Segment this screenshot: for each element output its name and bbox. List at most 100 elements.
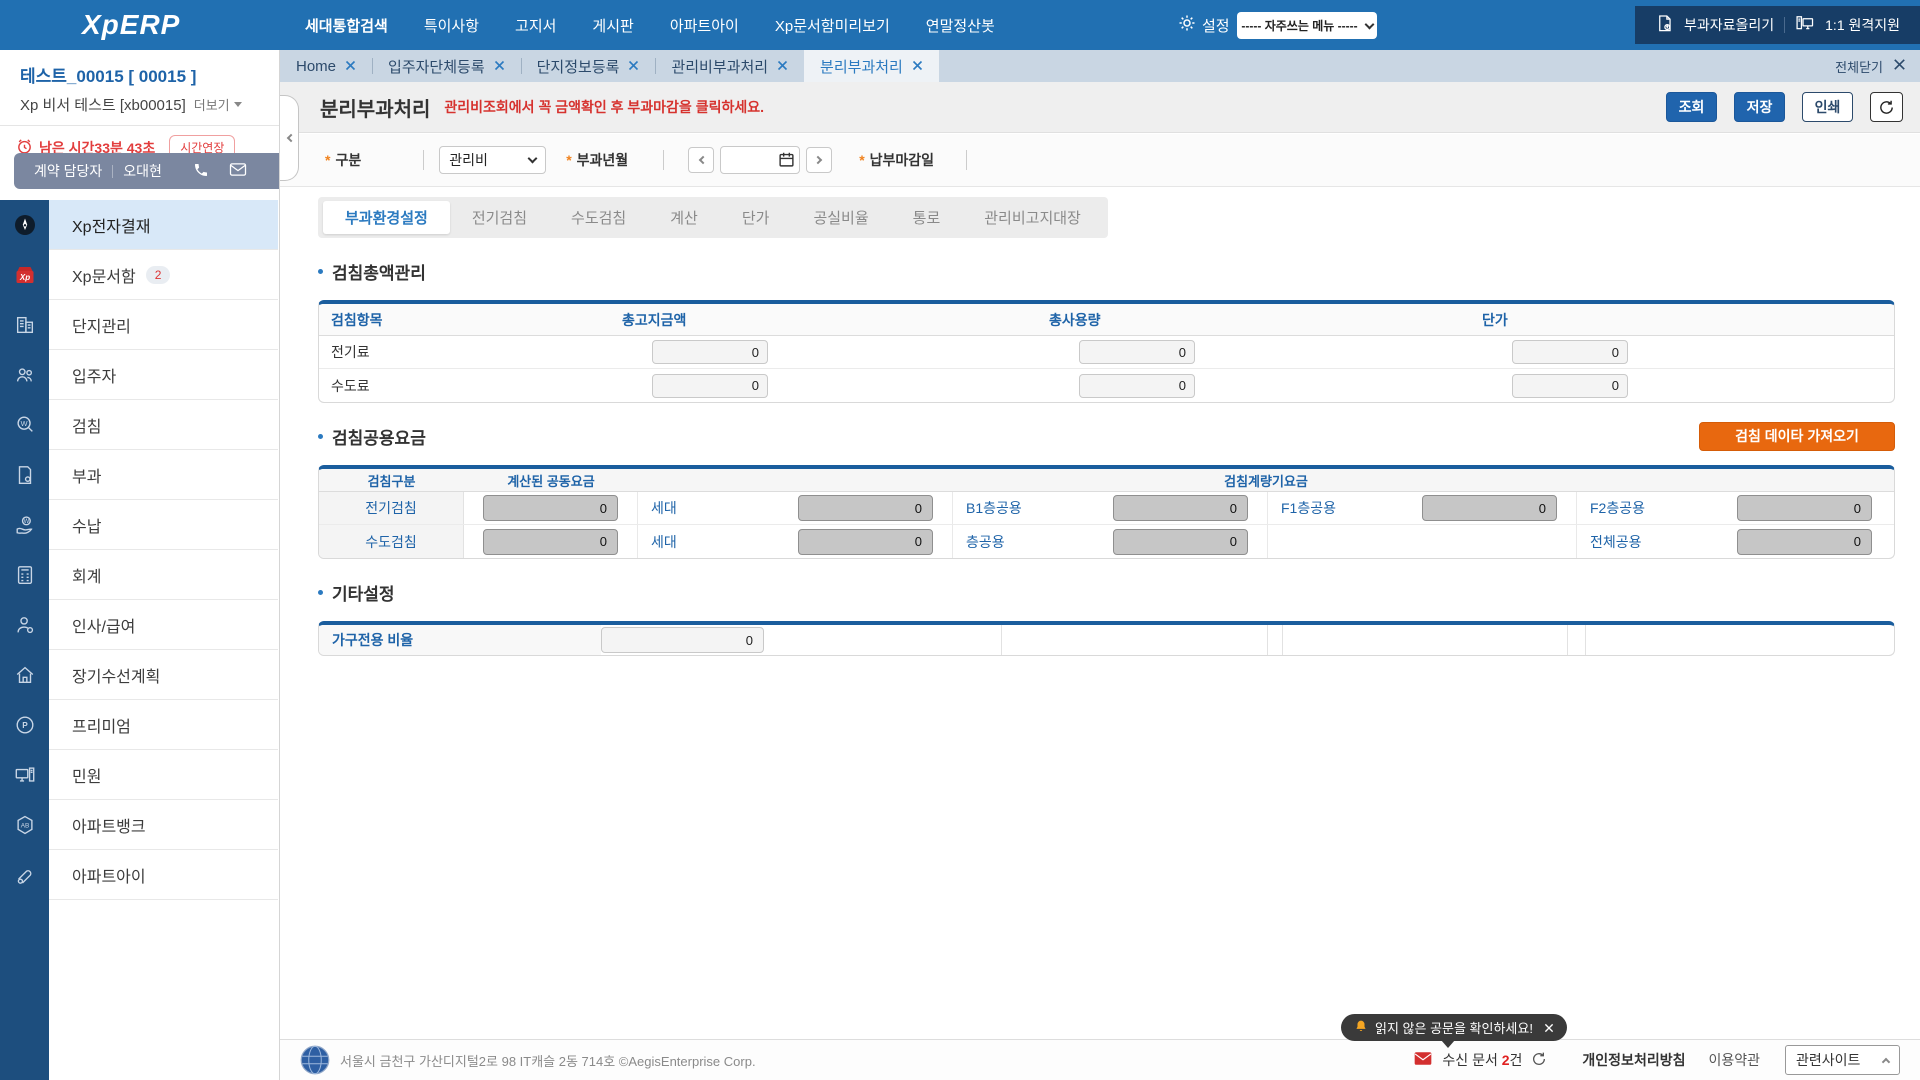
upload-docs-button[interactable]: 부과자료올리기 — [1683, 17, 1775, 33]
water-floor-common-input[interactable] — [1113, 528, 1248, 555]
top-menu-bill-notice[interactable]: 고지서 — [515, 17, 557, 35]
electric-household-input[interactable] — [798, 495, 933, 521]
company-address: 서울시 금천구 가산디지털2로 98 IT캐슬 2동 714호 ©AegisEn… — [340, 1053, 756, 1069]
inbox-label[interactable]: 수신 문서 2건 — [1442, 1052, 1523, 1068]
section-title: 검침총액관리 — [318, 259, 426, 284]
settings-link[interactable]: 설정 — [1178, 0, 1230, 50]
inbox-refresh-icon[interactable] — [1531, 1051, 1547, 1070]
close-icon[interactable] — [345, 58, 356, 75]
water-all-common-input[interactable] — [1737, 528, 1872, 555]
subtab-electric-reading[interactable]: 전기검침 — [471, 210, 528, 227]
tab-complex-info[interactable]: 단지정보등록 — [520, 50, 656, 82]
sidebar-item-label: 프리미엄 — [72, 718, 131, 736]
tab-resident-group[interactable]: 입주자단체등록 — [372, 50, 521, 82]
remote-support-button[interactable]: 1:1 원격지원 — [1825, 17, 1901, 33]
close-icon[interactable] — [494, 58, 505, 75]
prev-month-button[interactable] — [688, 147, 715, 173]
sidebar-item-label: 검침 — [72, 418, 102, 436]
sidebar-item-residents[interactable]: 입주자 — [0, 350, 278, 400]
subtab-passage[interactable]: 통로 — [912, 210, 941, 227]
water-unit-price-input[interactable] — [1512, 373, 1628, 398]
tab-mgmt-fee-billing[interactable]: 관리비부과처리 — [655, 50, 804, 82]
billing-month-input[interactable] — [720, 146, 801, 174]
electric-total-amount-input[interactable] — [652, 340, 768, 364]
fetch-meter-data-button[interactable]: 검침 데이타 가져오기 — [1699, 421, 1895, 451]
chevron-down-icon — [527, 153, 538, 164]
sidebar: 테스트_00015 [ 00015 ] Xp 비서 테스트 [xb00015] … — [0, 50, 280, 1080]
water-common-fee-input[interactable] — [483, 528, 618, 555]
top-menu-yearend-bot[interactable]: 연말정산봇 — [925, 17, 995, 35]
sidebar-item-xp-docbox[interactable]: Xp Xp문서함 2 — [0, 250, 278, 300]
mail-icon[interactable] — [229, 162, 247, 180]
sidebar-item-accounting[interactable]: 회계 — [0, 550, 278, 600]
top-menu-docbox-preview[interactable]: Xp문서함미리보기 — [774, 17, 890, 35]
top-menu-apti[interactable]: 아파트아이 — [669, 17, 739, 35]
column-header: 검침구분 — [367, 473, 416, 489]
tab-separate-billing[interactable]: 분리부과처리 — [804, 50, 939, 82]
subtab-billing-env[interactable]: 부과환경설정 — [323, 201, 450, 234]
category-select[interactable]: 관리비 — [439, 146, 547, 174]
electric-b1-common-input[interactable] — [1113, 495, 1248, 521]
top-menu-special-notes[interactable]: 특이사항 — [423, 17, 480, 35]
subtab-calculation[interactable]: 계산 — [670, 210, 698, 227]
sidebar-item-collection[interactable]: W 수납 — [0, 500, 278, 550]
close-icon[interactable] — [628, 58, 639, 75]
sidebar-item-complaints[interactable]: 민원 — [0, 750, 278, 800]
privacy-policy-link[interactable]: 개인정보처리방침 — [1582, 1052, 1686, 1068]
subtab-vacancy-rate[interactable]: 공실비율 — [813, 210, 869, 227]
save-button[interactable]: 저장 — [1734, 92, 1785, 122]
subtab-water-reading[interactable]: 수도검침 — [571, 210, 627, 227]
favorites-dropdown[interactable]: ----- 자주쓰는 메뉴 ----- — [1237, 12, 1377, 39]
subtab-unit-price[interactable]: 단가 — [741, 210, 770, 227]
electric-total-usage-input[interactable] — [1079, 340, 1195, 364]
sidebar-collapse-handle[interactable] — [280, 95, 299, 181]
electric-common-fee-input[interactable] — [483, 495, 618, 521]
household-exclusive-ratio-input[interactable] — [601, 627, 764, 653]
calendar-icon[interactable] — [778, 151, 795, 171]
empty-cell — [1586, 625, 1894, 655]
electric-f1-common-input[interactable] — [1422, 495, 1557, 521]
terms-link[interactable]: 이용약관 — [1708, 1052, 1760, 1068]
close-icon[interactable] — [912, 58, 923, 75]
sidebar-item-xp-approval[interactable]: Xp전자결재 — [0, 200, 278, 250]
sidebar-item-longterm-repair[interactable]: 장기수선계획 — [0, 650, 278, 700]
topbar-quick-actions: 부과자료올리기 1:1 원격지원 — [1635, 6, 1920, 44]
close-icon[interactable] — [777, 58, 788, 75]
sidebar-item-apt-bank[interactable]: AB 아파트뱅크 — [0, 800, 278, 850]
row-label: 가구전용 비율 — [319, 625, 601, 655]
water-household-input[interactable] — [798, 528, 933, 555]
sidebar-item-billing[interactable]: 부과 — [0, 450, 278, 500]
search-button[interactable]: 조회 — [1666, 92, 1717, 122]
top-menu-household-search[interactable]: 세대통합검색 — [305, 17, 388, 35]
next-month-button[interactable] — [806, 147, 833, 173]
contact-bar: 계약 담당자 오대현 — [14, 153, 279, 189]
tab-home[interactable]: Home — [280, 50, 372, 82]
more-button[interactable]: 더보기 — [194, 95, 242, 114]
electric-unit-price-input[interactable] — [1512, 340, 1628, 364]
close-all-tabs-button[interactable]: 전체닫기 — [1835, 57, 1920, 76]
water-total-usage-input[interactable] — [1079, 373, 1195, 398]
top-menu-board[interactable]: 게시판 — [592, 17, 634, 35]
inbox-mail-icon[interactable] — [1413, 1050, 1433, 1070]
divider — [0, 125, 279, 126]
required-mark: * — [325, 152, 331, 168]
related-sites-select[interactable]: 관련사이트 — [1785, 1045, 1900, 1075]
phone-icon[interactable] — [193, 162, 209, 181]
cell-label: 세대 — [651, 533, 677, 550]
tab-bar: Home 입주자단체등록 단지정보등록 관리비부과처리 분리부과처리 전체닫기 — [280, 50, 1920, 82]
refresh-button[interactable] — [1870, 92, 1903, 122]
sidebar-item-premium[interactable]: P 프리미엄 — [0, 700, 278, 750]
sidebar-item-meter-reading[interactable]: W 검침 — [0, 400, 278, 450]
print-button[interactable]: 인쇄 — [1802, 92, 1853, 122]
cell-label: F2층공용 — [1590, 500, 1645, 516]
sidebar-item-hr-payroll[interactable]: 인사/급여 — [0, 600, 278, 650]
sidebar-item-complex-mgmt[interactable]: 단지관리 — [0, 300, 278, 350]
sidebar-item-apt-i[interactable]: 아파트아이 — [0, 850, 278, 900]
water-total-amount-input[interactable] — [652, 373, 768, 398]
sidebar-item-label: 아파트아이 — [72, 868, 146, 886]
subtab-fee-ledger[interactable]: 관리비고지대장 — [984, 210, 1081, 227]
cell-label: F1층공용 — [1281, 500, 1336, 516]
electric-f2-common-input[interactable] — [1737, 495, 1872, 521]
close-icon[interactable] — [1544, 1023, 1554, 1033]
